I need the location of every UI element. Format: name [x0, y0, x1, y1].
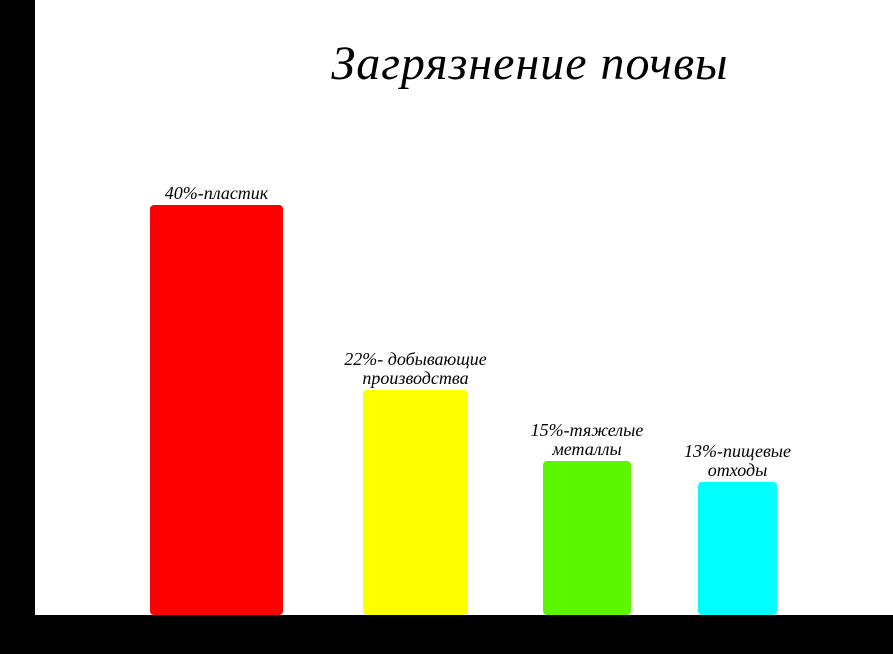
data-label: 40%-пластик: [164, 183, 269, 203]
bar: [150, 205, 283, 615]
data-label: 15%-тяжелые металлы: [530, 420, 644, 460]
data-label: 22%- добывающие производства: [344, 348, 487, 388]
frame-bottom: [0, 615, 893, 654]
chart-title: Загрязнение почвы: [331, 37, 729, 90]
bar: [363, 389, 468, 615]
bar: [543, 461, 631, 615]
frame-left: [0, 0, 35, 654]
data-label: 13%-пищевые отходы: [683, 440, 791, 480]
bar: [698, 481, 777, 615]
